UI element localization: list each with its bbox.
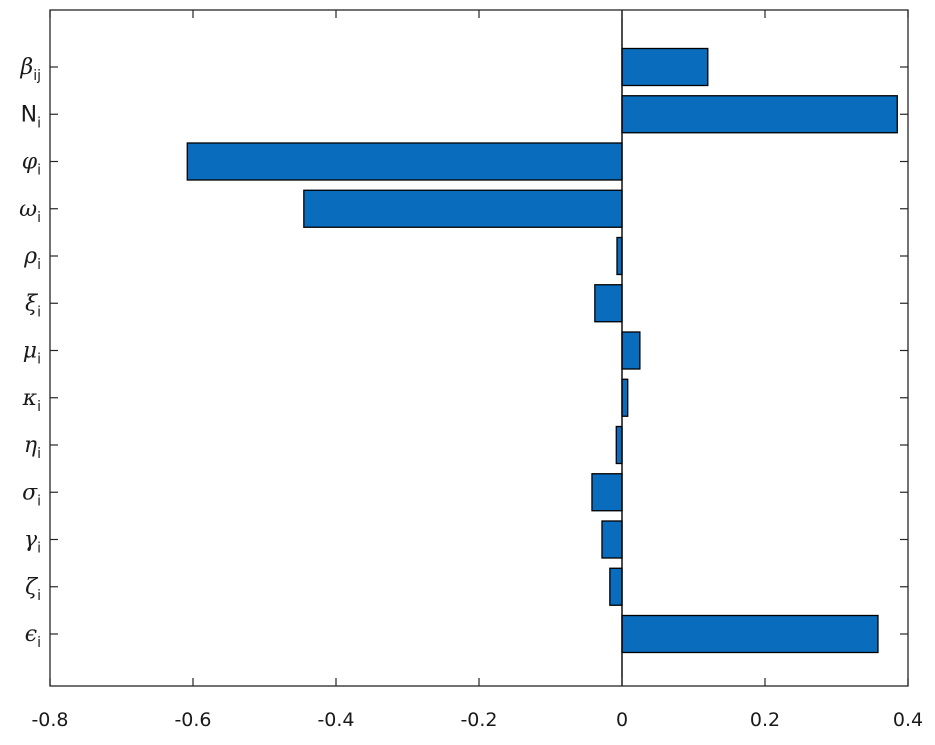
y-category-label: σi [22,480,41,509]
y-category-label: μi [23,339,41,368]
bar-7 [621,378,629,417]
y-category-symbol: N [21,102,37,127]
bar-3 [303,189,623,228]
y-category-symbol: ρ [23,244,37,269]
y-category-subscript: ij [33,68,41,84]
y-category-symbol: ω [19,197,37,222]
bar-10 [601,520,623,559]
y-category-symbol: γ [24,528,38,553]
bar-12 [621,614,879,654]
y-category-label: γi [24,528,41,557]
y-category-subscript: i [37,541,41,557]
x-tick-label: 0.2 [750,709,780,731]
y-category-symbol: ζ [25,575,39,600]
y-category-subscript: i [37,257,41,273]
y-category-label: ηi [24,433,41,462]
y-category-label: κi [22,386,41,415]
y-category-subscript: i [37,635,41,651]
bar-6 [621,331,641,370]
bar-4 [616,236,623,276]
bar-1 [621,95,898,134]
y-category-symbol: σ [22,480,38,505]
y-category-label: ϵi [25,622,41,651]
x-tick-label: -0.4 [317,709,354,731]
y-category-symbol: η [24,433,37,458]
y-category-subscript: i [37,163,41,179]
x-tick-label: -0.2 [460,709,497,731]
bar-8 [615,425,623,465]
y-category-subscript: i [37,446,41,462]
x-tick-label: 0.4 [893,709,923,731]
y-category-symbol: μ [23,339,37,364]
y-category-subscript: i [37,304,41,320]
y-category-label: ξi [25,291,41,320]
x-tick-label: 0 [616,709,628,731]
y-category-symbol: κ [22,386,38,411]
bar-0 [621,47,709,87]
y-category-subscript: i [37,115,41,131]
x-tick-label: -0.6 [174,709,211,731]
y-category-label: Ni [21,102,41,131]
y-category-label: ωi [19,197,41,226]
bar-2 [186,142,623,181]
bar-5 [594,284,623,323]
y-category-symbol: φ [22,150,38,175]
y-category-subscript: i [37,399,41,415]
y-category-symbol: β [20,55,34,80]
x-tick-label: -0.8 [31,709,68,731]
y-category-subscript: i [37,588,41,604]
y-category-subscript: i [37,352,41,368]
y-category-label: φi [22,150,41,179]
y-category-symbol: ϵ [25,622,37,647]
y-category-label: ζi [25,575,41,604]
x-axis-ticks: -0.8 -0.6 -0.4 -0.2 0 0.2 0.4 [31,10,923,731]
y-category-label: ρi [23,244,41,273]
bar-9 [591,473,623,512]
y-category-symbol: ξ [25,291,39,316]
y-category-label: βij [20,55,42,84]
bar-11 [609,567,623,606]
bars-layer [186,47,898,654]
y-category-subscript: i [37,210,41,226]
y-category-subscript: i [37,493,41,509]
